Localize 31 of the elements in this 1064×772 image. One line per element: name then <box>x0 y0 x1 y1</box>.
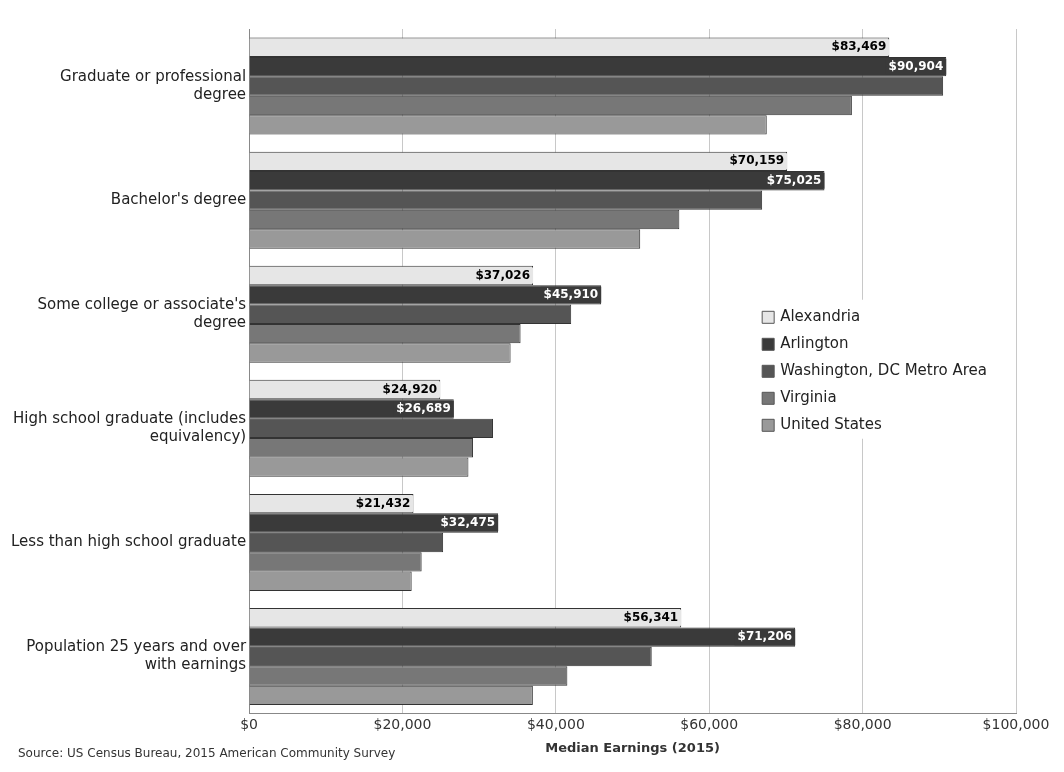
x-tick-label: $20,000 <box>373 715 432 732</box>
legend-label: Alexandria <box>780 307 861 326</box>
y-tick-label: Some college or associate's degree <box>37 295 247 332</box>
data-label: $75,025 <box>766 172 822 187</box>
y-tick-label: Bachelor's degree <box>110 190 247 209</box>
y-tick-label: High school graduate (includes equivalency) <box>13 409 247 446</box>
data-label: $70,159 <box>729 153 785 168</box>
y-tick-label: Population 25 years and over with earnings <box>26 637 247 674</box>
x-axis-title: Median Earnings (2015) <box>545 739 720 755</box>
data-label: $24,920 <box>382 381 438 396</box>
legend-label: Washington, DC Metro Area <box>780 361 988 380</box>
legend-label: Virginia <box>780 388 837 407</box>
data-label: $32,475 <box>440 515 496 530</box>
data-label: $83,469 <box>831 39 887 54</box>
x-tick-label: $40,000 <box>526 715 585 732</box>
y-tick-label: Graduate or professional degree <box>60 66 247 103</box>
legend-label: Arlington <box>780 334 849 353</box>
x-tick-label: $80,000 <box>833 715 892 732</box>
x-tick-label: $100,000 <box>982 715 1050 732</box>
data-label: $26,689 <box>396 401 451 416</box>
data-label: $56,341 <box>623 609 679 624</box>
y-tick-label: Less than high school graduate <box>10 532 247 551</box>
source-note: Source: US Census Bureau, 2015 American Community Survey <box>18 746 396 761</box>
data-label: $90,904 <box>888 58 944 73</box>
data-label: $45,910 <box>543 286 599 301</box>
legend-label: United States <box>780 415 882 434</box>
x-tick-label: $60,000 <box>680 715 739 732</box>
data-label: $71,206 <box>737 629 793 644</box>
data-label: $37,026 <box>475 267 531 282</box>
data-label: $21,432 <box>355 495 411 510</box>
x-tick-label: $0 <box>240 715 259 732</box>
